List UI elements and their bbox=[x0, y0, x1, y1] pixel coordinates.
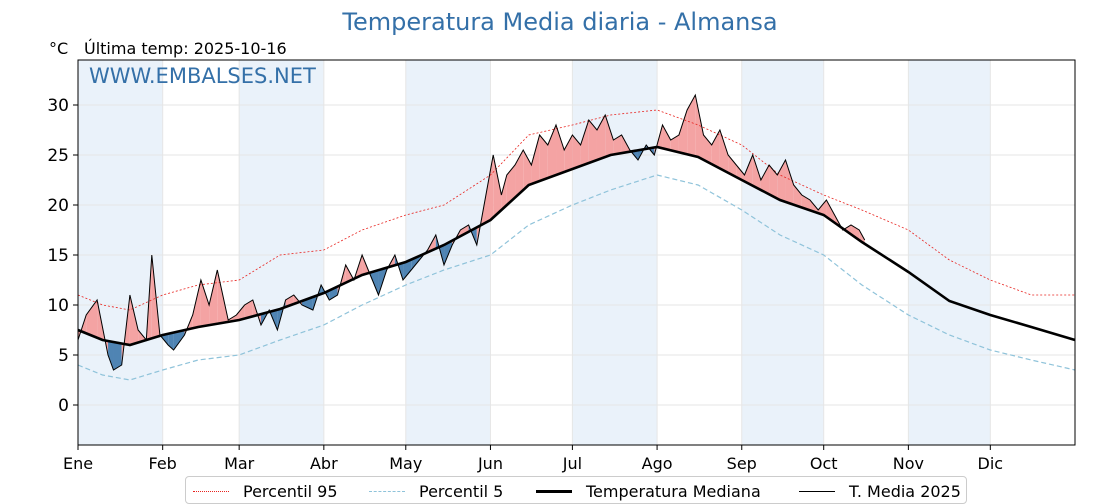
y-tick-label: 25 bbox=[47, 146, 69, 166]
y-tick-label: 0 bbox=[58, 396, 69, 416]
fill-above-median bbox=[564, 135, 573, 172]
series-line-p5 bbox=[77, 174, 1076, 381]
fill-above-median bbox=[460, 225, 469, 237]
y-axis: 0 5 10 15 20 25 30 bbox=[47, 96, 78, 416]
legend-swatch-p95 bbox=[193, 490, 229, 492]
fill-above-median bbox=[192, 280, 201, 329]
fill-above-median bbox=[209, 270, 218, 326]
fill-above-median bbox=[662, 125, 671, 151]
y-tick-label: 30 bbox=[47, 96, 69, 116]
fill-below-median bbox=[173, 330, 185, 350]
watermark-link[interactable]: WWW.EMBALSES.NET bbox=[89, 64, 316, 88]
x-tick-label: Jul bbox=[562, 454, 582, 473]
legend-swatch-median bbox=[536, 489, 572, 493]
x-tick-label: Abr bbox=[310, 454, 338, 473]
month-band bbox=[572, 60, 658, 445]
fill-above-median bbox=[531, 135, 540, 184]
fill-above-median bbox=[769, 165, 778, 199]
month-band bbox=[741, 60, 824, 445]
fill-above-median bbox=[719, 130, 729, 173]
fill-above-median bbox=[605, 115, 614, 157]
fill-above-median bbox=[728, 155, 737, 178]
fill-above-median bbox=[506, 165, 516, 205]
fill-above-median bbox=[703, 135, 712, 165]
y-tick-label: 10 bbox=[47, 296, 69, 316]
x-tick-label: Sep bbox=[727, 454, 757, 473]
month-band bbox=[78, 60, 163, 445]
y-tick-label: 20 bbox=[47, 196, 69, 216]
fill-above-median bbox=[501, 175, 507, 210]
y-axis-unit: °C bbox=[49, 39, 69, 58]
legend-label: Percentil 95 bbox=[243, 481, 338, 501]
fill-above-median bbox=[744, 155, 753, 186]
fill-below-median bbox=[108, 341, 114, 370]
fill-above-median bbox=[793, 185, 802, 208]
fill-above-median bbox=[670, 135, 679, 153]
fill-above-median bbox=[523, 150, 532, 190]
fill-above-median bbox=[86, 300, 98, 338]
fill-above-median bbox=[613, 135, 622, 155]
fill-above-median bbox=[244, 300, 253, 319]
x-tick-label: Mar bbox=[224, 454, 255, 473]
legend-swatch-actual bbox=[799, 490, 835, 492]
fill-above-median bbox=[493, 155, 502, 218]
fill-above-median bbox=[711, 130, 720, 169]
fill-above-median bbox=[687, 95, 696, 157]
grid-lines bbox=[77, 60, 1075, 445]
fill-above-median bbox=[777, 160, 786, 202]
x-tick-label: Dic bbox=[978, 454, 1004, 473]
last-temp-label: Última temp: 2025-10-16 bbox=[84, 39, 287, 58]
fill-above-median bbox=[200, 280, 210, 327]
y-tick-label: 15 bbox=[47, 246, 69, 266]
month-band bbox=[239, 60, 324, 445]
fill-above-median bbox=[236, 305, 245, 321]
fill-below-median bbox=[113, 342, 122, 370]
fill-above-median bbox=[580, 120, 589, 166]
legend-label: Percentil 5 bbox=[419, 481, 504, 501]
x-tick-label: Feb bbox=[149, 454, 177, 473]
y-tick-label: 5 bbox=[58, 346, 69, 366]
fill-above-median bbox=[484, 155, 494, 223]
fill-above-median bbox=[785, 160, 794, 205]
legend-swatch-p5 bbox=[369, 490, 405, 492]
fill-above-median bbox=[588, 120, 597, 163]
fill-above-median bbox=[556, 125, 565, 175]
series-line-actual bbox=[77, 93, 866, 371]
chart-title: Temperatura Media diaria - Almansa bbox=[342, 8, 778, 36]
fill-above-median bbox=[547, 125, 557, 178]
legend-item-median: Temperatura Mediana bbox=[536, 480, 761, 502]
x-axis: Ene Feb Mar Abr May Jun Jul Ago Sep Oct Nov Dic bbox=[63, 445, 1003, 473]
fill-above-median bbox=[678, 110, 688, 155]
legend: Percentil 95 Percentil 5 Temperatura Med… bbox=[185, 476, 967, 504]
x-tick-label: Jun bbox=[477, 454, 503, 473]
month-bands bbox=[78, 60, 991, 445]
fill-above-median bbox=[760, 165, 770, 195]
plot-frame bbox=[77, 59, 1076, 446]
series-line-median bbox=[77, 145, 1076, 347]
legend-label: T. Media 2025 bbox=[849, 481, 961, 501]
x-tick-label: Oct bbox=[810, 454, 838, 473]
series-lines bbox=[77, 93, 1076, 381]
legend-item-actual: T. Media 2025 bbox=[799, 480, 961, 502]
fill-above-median bbox=[129, 295, 139, 345]
fill-above-median bbox=[695, 95, 704, 160]
legend-item-p5: Percentil 5 bbox=[369, 480, 503, 502]
fill-above-median bbox=[539, 135, 548, 181]
fill-above-median bbox=[752, 155, 761, 190]
fill-above-median bbox=[572, 135, 581, 169]
x-tick-label: Ago bbox=[642, 454, 673, 473]
legend-label: Temperatura Mediana bbox=[586, 481, 761, 501]
month-band bbox=[908, 60, 991, 445]
fill-below-median bbox=[403, 259, 412, 280]
x-tick-label: May bbox=[389, 454, 422, 473]
x-tick-label: Ene bbox=[63, 454, 93, 473]
legend-item-p95: Percentil 95 bbox=[193, 480, 338, 502]
x-tick-label: Nov bbox=[893, 454, 924, 473]
